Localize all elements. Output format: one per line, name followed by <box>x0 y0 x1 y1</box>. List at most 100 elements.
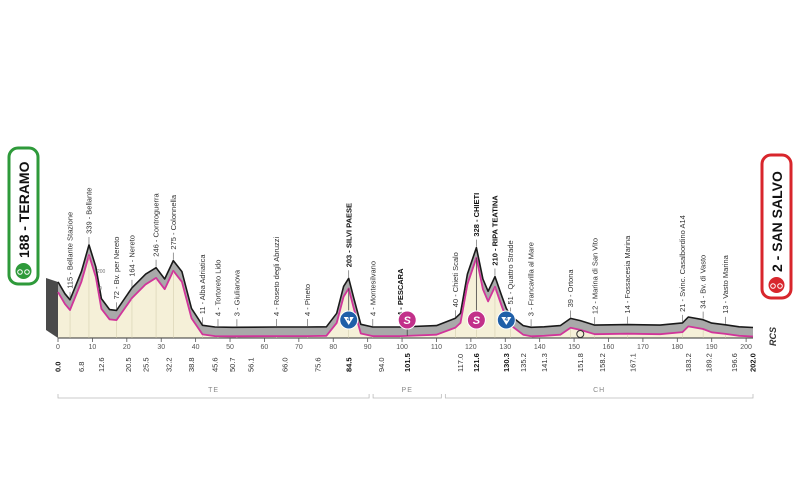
altitude-scale-0: 0 <box>99 286 102 292</box>
km-marker-label: 158.2 <box>598 353 607 372</box>
gpm-marker-label: 4 <box>347 317 351 323</box>
waypoint-label: 11 - Alba Adriatica <box>198 254 207 315</box>
start-bike-wheel-right <box>24 269 30 275</box>
axis-tick-label: 170 <box>637 344 649 351</box>
km-label-layer: 0.0 6.8 12.6 20.5 25.5 32.2 38.8 45.6 50.7 56.1 66… <box>54 353 758 372</box>
altitude-scale-200: 200 <box>97 269 106 275</box>
waypoint-label: 4 - Roseto degli Abruzzi <box>272 236 281 316</box>
km-marker-label: 84.5 <box>344 357 353 372</box>
profile-base-area <box>58 255 753 338</box>
waypoint-label: 339 - Bellante <box>85 188 94 234</box>
km-marker-label: 20.5 <box>124 357 133 372</box>
start-bike-icon <box>15 263 32 279</box>
waypoint-label: 210 - RIPA TEATINA <box>491 195 500 266</box>
region-bracket <box>372 394 442 399</box>
sprint-marker <box>466 310 486 330</box>
axis-tick-label: 130 <box>499 344 511 351</box>
axis-tick-label: 110 <box>431 344 442 351</box>
waypoint-label: 3 - Giulianova <box>233 269 242 316</box>
waypoint-label: 13 - Vasto Marina <box>721 254 730 313</box>
km-marker-label: 196.6 <box>730 353 739 372</box>
axis-tick-label: 140 <box>534 344 546 351</box>
waypoint-label: 14 - Fossacesia Marina <box>623 235 632 314</box>
axis-tick-label: 10 <box>89 344 97 351</box>
profile-side-wall <box>46 277 58 338</box>
km-marker-label: 135.2 <box>519 353 528 372</box>
waypoint-label: 275 - Colonnella <box>169 194 178 249</box>
brand-logo: RCS <box>768 327 778 346</box>
waypoint-label: 203 - SILVI PAESE <box>344 203 353 267</box>
region-bracket <box>57 394 370 399</box>
km-marker-label: 66.0 <box>281 357 290 372</box>
finish-badge-box <box>760 153 793 300</box>
km-marker-label: 117.0 <box>456 354 465 372</box>
gpm-marker-triangle <box>343 317 354 325</box>
axis-tick-label: 120 <box>465 344 477 351</box>
axis-tick-label: 190 <box>706 344 718 351</box>
km-marker-label: 167.1 <box>629 353 638 372</box>
km-marker-label: 101.5 <box>403 353 412 372</box>
km-marker-label: 130.3 <box>502 353 511 372</box>
km-marker-label: 38.8 <box>187 357 196 372</box>
feed-zone-icon <box>576 330 585 338</box>
waypoint-label: 51 - Quattro Strade <box>506 240 515 304</box>
finish-badge: 2 - SAN SALVO <box>760 153 793 300</box>
waypoint-label: 72 - Bv. per Nereto <box>112 237 121 300</box>
region-bracket <box>444 394 754 399</box>
start-bike-wheel-left <box>17 269 23 275</box>
axis-tick-label: 200 <box>740 344 752 351</box>
km-marker-label: 45.6 <box>211 357 220 372</box>
gpm-marker-triangle <box>501 317 512 325</box>
sprint-marker-label: S <box>473 315 481 327</box>
waypoint-label: 115 - Bellante Stazione <box>66 212 75 289</box>
km-marker-label: 56.1 <box>247 357 256 372</box>
km-marker-label: 94.0 <box>377 357 386 372</box>
waypoint-layer: 115 - Bellante Stazione 339 - Bellante 72 … <box>66 188 730 338</box>
km-marker-label: 141.3 <box>540 353 549 372</box>
waypoint-label: 3 - Francavilla al Mare <box>527 242 536 316</box>
marker-layer: 4 S S 4 <box>339 257 585 338</box>
km-marker-label: 0.0 <box>54 362 63 372</box>
waypoint-label: 4 - Tortoreto Lido <box>214 260 223 317</box>
km-marker-label: 32.2 <box>164 357 173 372</box>
km-marker-label: 6.8 <box>77 362 86 372</box>
axis-tick-label: 50 <box>226 344 234 351</box>
region-layer: TE PE CH <box>57 387 754 399</box>
axis-tick-label: 80 <box>329 344 337 351</box>
waypoint-label: 4 - Montesilvano <box>368 261 377 316</box>
finish-bike-wheel-right <box>777 283 783 289</box>
region-label: TE <box>208 387 219 394</box>
km-marker-label: 121.6 <box>472 353 481 372</box>
profile-terrain-band <box>58 244 753 337</box>
waypoint-label: 164 - Nereto <box>128 235 137 277</box>
waypoint-label: 40 - Chieti Scalo <box>451 252 460 307</box>
waypoint-label: 328 - CHIETI <box>472 193 481 237</box>
km-marker-label: 25.5 <box>141 357 150 372</box>
tick-layer: 0 10 20 30 40 50 60 70 80 90 100 110 120 130 140 150 160… <box>56 338 752 351</box>
axis-tick-label: 150 <box>568 344 580 351</box>
km-marker-label: 183.2 <box>684 353 693 372</box>
region-label: CH <box>593 387 605 394</box>
waypoint-label: 21 - Svinc. Casalbordino A14 <box>678 215 687 312</box>
km-marker-label: 189.2 <box>705 353 714 372</box>
finish-bike-icon <box>768 277 785 293</box>
km-marker-label: 12.6 <box>97 357 106 372</box>
axis-tick-label: 100 <box>396 344 408 351</box>
axis-tick-label: 0 <box>56 344 60 351</box>
axis-tick-label: 30 <box>157 344 165 351</box>
waypoint-label: 34 - Bv. di Vasto <box>699 255 708 309</box>
gpm-marker-label: 4 <box>505 317 509 323</box>
axis-tick-label: 90 <box>364 344 372 351</box>
waypoint-label: 12 - Marina di San Vito <box>590 238 599 314</box>
axis-tick-label: 40 <box>192 344 200 351</box>
km-marker-label: 50.7 <box>228 357 237 372</box>
axis-tick-label: 20 <box>123 344 131 351</box>
waypoint-label: 39 - Ortona <box>566 269 575 308</box>
axis-tick-label: 180 <box>671 344 683 351</box>
start-badge: 188 - TERAMO <box>7 146 40 286</box>
start-badge-box <box>7 146 40 286</box>
profile-layer <box>46 244 754 339</box>
profile-top-line <box>57 244 754 329</box>
